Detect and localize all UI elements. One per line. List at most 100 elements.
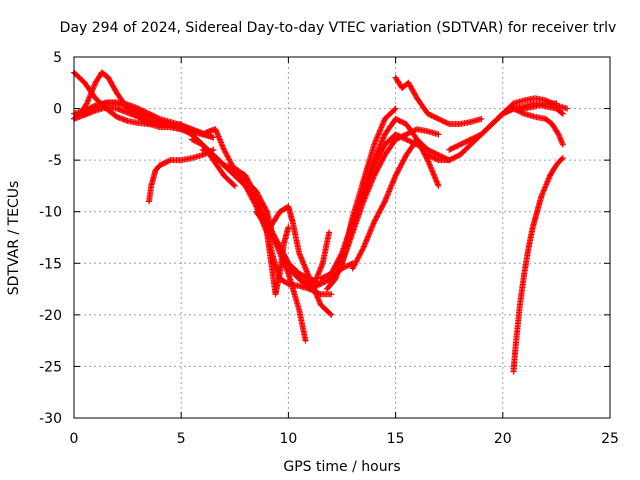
data-marker-trail	[404, 137, 411, 144]
chart-title: Day 294 of 2024, Sidereal Day-to-day VTE…	[60, 20, 617, 36]
data-marker-trail	[298, 271, 305, 278]
data-point	[392, 105, 399, 112]
data-marker-trail	[451, 144, 458, 151]
data-marker-trail	[143, 109, 150, 116]
y-tick-label: -25	[39, 359, 62, 375]
data-marker-trail	[427, 153, 434, 160]
data-marker-trail	[436, 116, 443, 123]
data-marker-trail	[502, 109, 509, 116]
data-marker-trail	[301, 273, 308, 280]
data-marker-trail	[434, 115, 441, 122]
data-marker-trail	[318, 280, 325, 287]
data-marker-trail	[205, 149, 211, 156]
data-marker-trail	[406, 130, 412, 137]
data-marker-trail	[438, 117, 445, 124]
data-marker-trail	[515, 108, 522, 115]
data-marker-trail	[432, 114, 439, 121]
data-point	[424, 110, 431, 117]
data-marker-trail	[196, 140, 203, 147]
data-marker-trail	[505, 108, 512, 115]
data-marker-trail	[544, 97, 551, 104]
data-series-arc-25	[510, 155, 566, 375]
data-marker-trail	[391, 106, 398, 113]
data-point	[435, 182, 442, 189]
data-marker-trail	[304, 274, 311, 281]
data-marker-trail	[140, 108, 147, 115]
data-marker-trail	[431, 150, 438, 157]
data-point	[424, 151, 431, 158]
x-tick-label: 5	[177, 431, 186, 447]
data-marker-trail	[463, 138, 470, 145]
data-marker-trail	[443, 119, 450, 126]
data-marker-trail	[324, 272, 331, 279]
data-marker-trail	[162, 159, 169, 166]
data-marker-trail	[430, 149, 437, 156]
data-marker-trail	[503, 108, 510, 115]
axis-ticks	[73, 56, 611, 419]
data-marker-trail	[509, 106, 516, 113]
data-series-arc-11	[253, 208, 309, 344]
data-marker-trail	[163, 159, 170, 166]
data-marker-trail	[324, 277, 331, 284]
data-marker-trail	[475, 132, 482, 139]
data-marker-trail	[395, 117, 402, 124]
data-marker-trail	[447, 156, 454, 163]
data-marker-trail	[466, 137, 473, 144]
data-marker-trail	[430, 154, 437, 161]
data-marker-trail	[192, 138, 199, 145]
data-marker-trail	[518, 109, 525, 116]
data-series-arc-21	[424, 100, 560, 164]
data-point	[392, 115, 399, 122]
data-marker-trail	[345, 262, 352, 269]
data-point	[199, 146, 206, 153]
data-marker-trail	[458, 141, 465, 148]
data-marker-trail	[195, 139, 202, 146]
data-series-arc-14	[285, 229, 333, 287]
data-marker-trail	[455, 142, 462, 149]
data-series-arc-19	[349, 136, 442, 272]
data-marker-trail	[202, 148, 209, 155]
data-marker-trail	[200, 147, 207, 154]
data-marker-trail	[191, 137, 198, 144]
data-marker-trail	[454, 142, 461, 149]
data-series-arc-16	[323, 105, 399, 293]
data-marker-trail	[430, 113, 437, 120]
data-marker-trail	[548, 99, 555, 106]
data-marker-trail	[410, 128, 417, 135]
data-series-arc-20	[392, 74, 485, 128]
data-marker-trail	[136, 106, 143, 113]
data-marker-trail	[320, 274, 327, 281]
data-point	[435, 151, 442, 158]
data-marker-trail	[301, 278, 308, 285]
data-marker-trail	[325, 271, 332, 278]
data-marker-trail	[234, 173, 241, 180]
data-marker-trail	[440, 118, 447, 125]
data-marker-trail	[154, 114, 161, 121]
data-marker-trail	[464, 137, 471, 144]
data-marker-trail	[426, 147, 433, 154]
data-point	[392, 136, 399, 143]
data-marker-trail	[411, 127, 418, 134]
data-marker-trail	[396, 117, 403, 124]
data-marker-trail	[151, 113, 158, 120]
data-point	[435, 115, 442, 122]
data-marker-trail	[327, 310, 334, 317]
y-tick-label: -5	[48, 153, 62, 169]
data-marker-trail	[302, 273, 309, 280]
data-point	[317, 280, 324, 287]
y-tick-label: 0	[53, 102, 62, 118]
data-point	[306, 275, 313, 282]
data-marker-trail	[399, 134, 406, 141]
data-marker-trail	[343, 263, 350, 270]
data-marker-trail	[407, 138, 414, 145]
data-marker-trail	[321, 278, 328, 285]
data-marker-trail	[321, 273, 328, 280]
data-marker-trail	[139, 107, 146, 114]
data-marker-trail	[468, 135, 475, 142]
data-point	[135, 105, 142, 112]
x-tick-label: 15	[387, 431, 405, 447]
data-marker-trail	[166, 157, 173, 164]
data-marker-trail	[428, 153, 435, 160]
data-marker-trail	[147, 111, 154, 118]
